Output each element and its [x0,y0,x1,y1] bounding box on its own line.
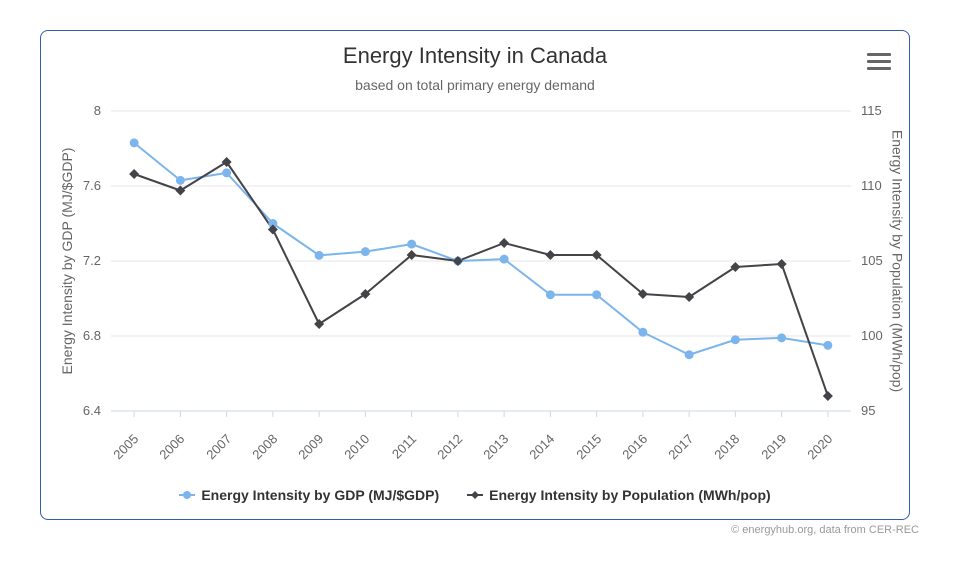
x-tick-label: 2009 [290,431,326,467]
x-tick-label: 2011 [383,431,419,467]
x-tick-label: 2014 [522,431,558,467]
chart-context-menu-button[interactable] [867,49,891,69]
y1-tick-label: 8 [94,103,101,118]
chart-container: Energy Intensity in Canada based on tota… [40,30,910,520]
x-tick-label: 2005 [105,431,141,467]
x-tick-label: 2018 [707,431,743,467]
x-tick-label: 2008 [244,431,280,467]
plot-area: Energy Intensity by GDP (MJ/$GDP) Energy… [111,111,851,411]
x-tick-label: 2015 [568,431,604,467]
y2-tick-label: 95 [861,403,875,418]
x-tick-label: 2010 [337,431,373,467]
x-tick-label: 2007 [198,431,234,467]
diamond-marker-icon [467,489,483,501]
x-tick-label: 2019 [753,431,789,467]
legend: Energy Intensity by GDP (MJ/$GDP) Energy… [41,487,909,503]
x-tick-label: 2016 [614,431,650,467]
y1-axis-title: Energy Intensity by GDP (MJ/$GDP) [59,148,75,375]
chart-subtitle: based on total primary energy demand [41,77,909,93]
legend-label: Energy Intensity by GDP (MJ/$GDP) [201,487,439,503]
y2-tick-label: 100 [861,328,883,343]
y2-tick-label: 115 [861,103,882,118]
y1-tick-label: 6.4 [83,403,101,418]
x-tick-label: 2013 [475,431,511,467]
credits-text: © energyhub.org, data from CER-REC [731,524,919,536]
x-tick-label: 2017 [660,431,696,467]
legend-label: Energy Intensity by Population (MWh/pop) [489,487,771,503]
x-tick-label: 2020 [799,431,835,467]
chart-title: Energy Intensity in Canada [41,43,909,69]
y2-axis-title: Energy Intensity by Population (MWh/pop) [889,130,905,392]
legend-item-gdp[interactable]: Energy Intensity by GDP (MJ/$GDP) [179,487,439,503]
y2-tick-label: 110 [861,178,882,193]
x-tick-label: 2006 [152,431,188,467]
y2-tick-label: 105 [861,253,883,268]
y1-tick-label: 7.2 [83,253,101,268]
y1-tick-label: 7.6 [83,178,101,193]
plot-svg [111,111,851,411]
x-tick-label: 2012 [429,431,465,467]
y1-tick-label: 6.8 [83,328,101,343]
circle-marker-icon [179,489,195,501]
legend-item-population[interactable]: Energy Intensity by Population (MWh/pop) [467,487,771,503]
